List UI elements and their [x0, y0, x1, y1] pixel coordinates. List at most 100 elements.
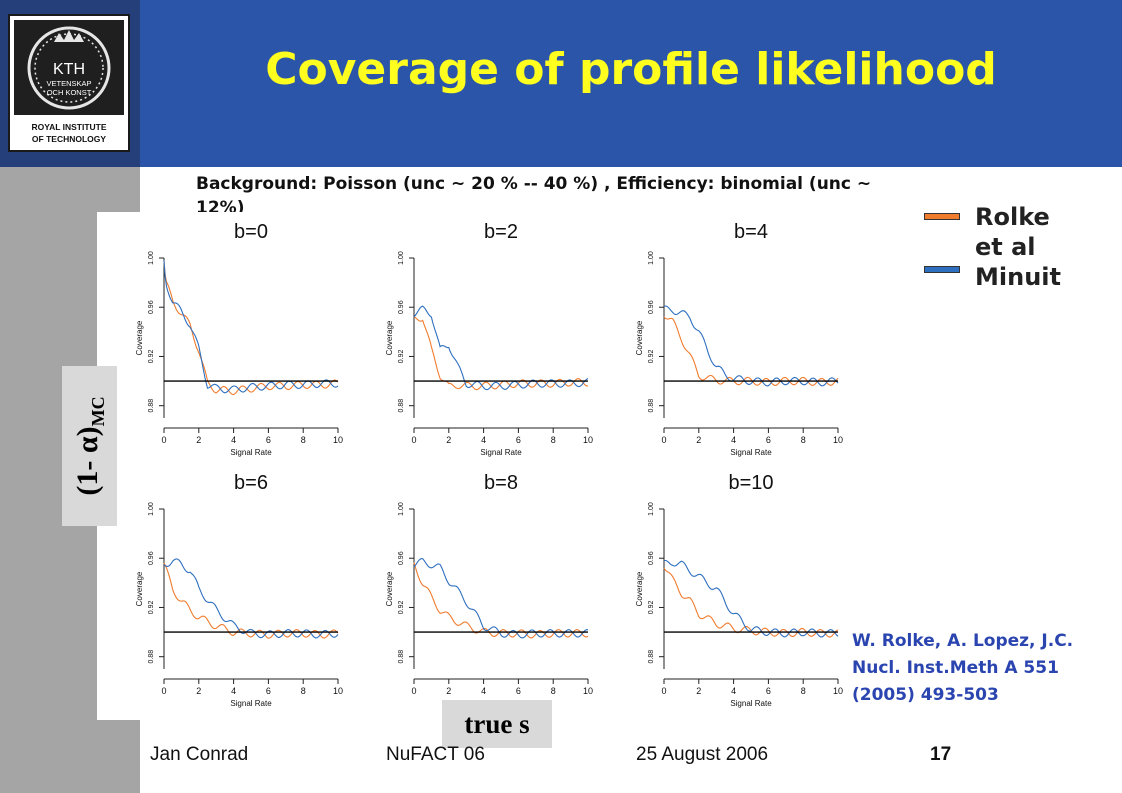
y-axis-title: Coverage	[385, 320, 394, 355]
x-tick-label: 4	[731, 686, 736, 696]
x-axis-title: Signal Rate	[730, 699, 772, 708]
x-tick-label: 2	[196, 435, 201, 445]
logo-panel: KTH VETENSKAP OCH KONST ROYAL INSTITUTE …	[0, 0, 140, 167]
y-tick-label: 0.88	[648, 399, 655, 413]
x-tick-label: 0	[661, 435, 666, 445]
kth-logo: KTH VETENSKAP OCH KONST ROYAL INSTITUTE …	[8, 14, 130, 152]
y-axis-title: Coverage	[135, 320, 144, 355]
coverage-charts: b=0 0.88 0.92 0.96 1.00 0 2 4 6 8 10 Coverage Signal…	[135, 221, 843, 708]
panel-title: b=6	[234, 472, 268, 494]
rolke-series-line	[663, 567, 839, 638]
panel-title: b=4	[734, 221, 768, 243]
x-tick-label: 2	[446, 435, 451, 445]
reference-citation: W. Rolke, A. Lopez, J.C. Nucl. Inst.Meth…	[852, 631, 1074, 705]
coverage-panel: b=10 0.88 0.92 0.96 1.00 0 2 4 6 8 10 Coverage Signa…	[635, 472, 843, 708]
y-tick-label: 0.92	[148, 350, 155, 364]
x-axis-title: Signal Rate	[230, 448, 272, 457]
x-tick-label: 2	[446, 686, 451, 696]
x-tick-label: 0	[411, 686, 416, 696]
minuit-series-line	[413, 558, 589, 639]
y-tick-label: 0.92	[148, 601, 155, 615]
x-tick-label: 0	[411, 435, 416, 445]
x-tick-label: 6	[266, 435, 271, 445]
y-axis-title: Coverage	[385, 571, 394, 606]
legend-minuit-label: Minuit	[975, 263, 1061, 291]
legend-rolke-swatch	[924, 213, 960, 220]
rolke-series-line	[163, 261, 339, 396]
rolke-series-line	[413, 316, 588, 391]
footer-conference: NuFACT 06	[386, 744, 485, 765]
y-tick-label: 1.00	[398, 251, 405, 265]
x-tick-label: 6	[516, 435, 521, 445]
x-tick-label: 8	[551, 435, 556, 445]
y-tick-label: 0.96	[148, 300, 155, 314]
y-tick-label: 0.96	[398, 551, 405, 565]
y-tick-label: 0.96	[648, 300, 655, 314]
svg-text:VETENSKAP: VETENSKAP	[46, 79, 91, 88]
x-tick-label: 4	[231, 435, 236, 445]
coverage-panel: b=80.880.920.961.000246810CoverageSignal…	[385, 472, 593, 708]
x-tick-label: 4	[481, 686, 486, 696]
minuit-series-line	[663, 305, 839, 387]
y-tick-label: 0.88	[148, 399, 155, 413]
minuit-series-line	[663, 559, 839, 638]
y-tick-label: 1.00	[148, 502, 155, 516]
x-axis-title: Signal Rate	[230, 699, 272, 708]
x-tick-label: 10	[333, 435, 343, 445]
slide-title: Coverage of profile likelihood	[265, 44, 997, 95]
x-tick-label: 6	[766, 686, 771, 696]
x-tick-label: 4	[481, 435, 486, 445]
x-tick-label: 10	[333, 686, 343, 696]
x-axis-title: Signal Rate	[480, 448, 522, 457]
y-tick-label: 0.92	[648, 350, 655, 364]
footer-date: 25 August 2006	[636, 744, 769, 765]
slide-header	[0, 0, 1122, 167]
rolke-series-line	[413, 562, 589, 639]
y-tick-label: 0.88	[398, 650, 405, 664]
y-axis-title: Coverage	[635, 571, 644, 606]
footer-page-number: 17	[930, 744, 952, 765]
x-tick-label: 0	[161, 435, 166, 445]
y-tick-label: 0.96	[648, 551, 655, 565]
x-tick-label: 6	[516, 686, 521, 696]
coverage-panel: b=6 0.88 0.92 0.96 1.00 0 2 4 6 8 10 Coverage Signal…	[135, 472, 343, 708]
y-axis-label: (1- α)MC	[71, 396, 109, 495]
x-tick-label: 6	[266, 686, 271, 696]
x-tick-label: 10	[833, 435, 843, 445]
x-axis-label: true s	[464, 709, 530, 739]
panel-title: b=0	[234, 221, 268, 243]
x-tick-label: 8	[801, 435, 806, 445]
rolke-series-line	[163, 562, 339, 639]
legend-minuit-swatch	[924, 266, 960, 273]
x-tick-label: 2	[696, 686, 701, 696]
y-tick-label: 0.96	[398, 300, 405, 314]
coverage-panel: b=4 0.88 0.92 0.96 1.00 0 2 4 6 8 10 Coverage Signal…	[635, 221, 843, 457]
panel-title: b=8	[484, 472, 518, 494]
x-tick-label: 8	[551, 686, 556, 696]
rolke-series-line	[663, 316, 839, 386]
x-axis-title: Signal Rate	[730, 448, 772, 457]
footer-author: Jan Conrad	[150, 744, 249, 765]
x-tick-label: 8	[801, 686, 806, 696]
x-tick-label: 8	[301, 686, 306, 696]
y-tick-label: 0.96	[148, 551, 155, 565]
y-axis-label-sub: MC	[88, 396, 108, 427]
y-tick-label: 1.00	[148, 251, 155, 265]
panel-title: b=10	[728, 472, 773, 494]
x-tick-label: 10	[583, 435, 593, 445]
ylabel-box	[62, 366, 117, 526]
x-tick-label: 4	[231, 686, 236, 696]
y-axis-title: Coverage	[135, 571, 144, 606]
y-tick-label: 0.88	[148, 650, 155, 664]
y-tick-label: 1.00	[398, 502, 405, 516]
svg-text:KTH: KTH	[53, 61, 85, 78]
y-axis-title: Coverage	[635, 320, 644, 355]
minuit-series-line	[163, 260, 339, 394]
coverage-panel: b=0 0.88 0.92 0.96 1.00 0 2 4 6 8 10 Coverage Signal…	[135, 221, 343, 457]
panel-title: b=2	[484, 221, 518, 243]
coverage-panel: b=2 0.88 0.92 0.96 1.00 0 2 4 6 8 10 Coverage Signal…	[385, 221, 593, 457]
x-tick-label: 2	[196, 686, 201, 696]
y-tick-label: 0.92	[398, 350, 405, 364]
y-tick-label: 1.00	[648, 251, 655, 265]
x-tick-label: 8	[301, 435, 306, 445]
